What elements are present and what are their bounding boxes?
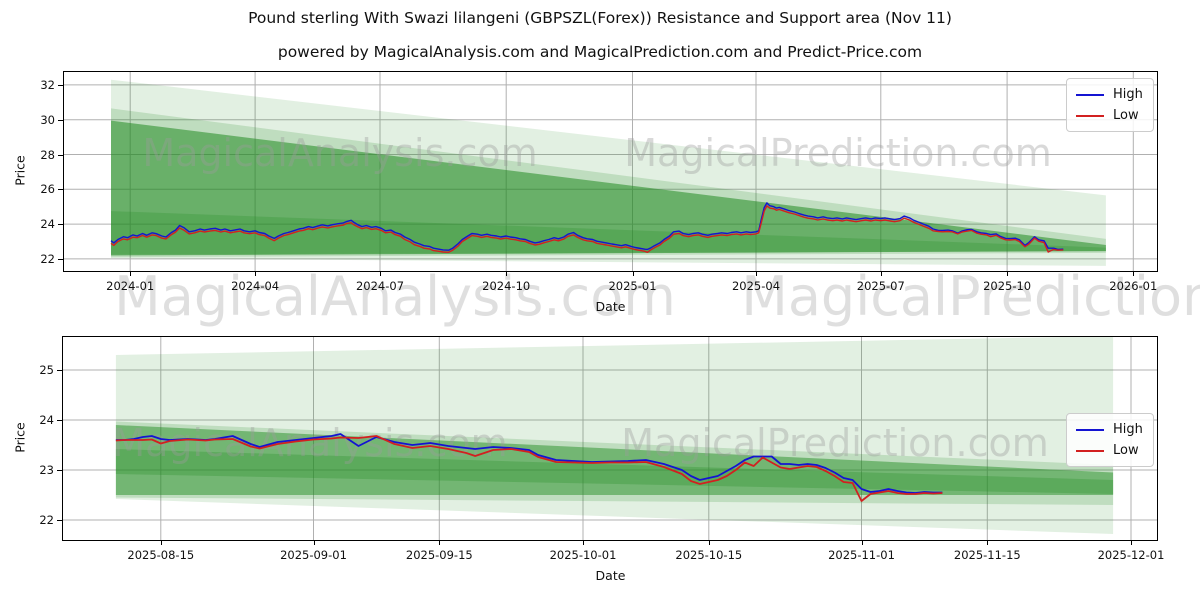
legend-item-high: High — [1076, 419, 1143, 440]
bottom-chart-plot: MagicalAnalysis.com MagicalPrediction.com — [62, 336, 1158, 541]
low-line-swatch — [1076, 114, 1104, 117]
legend-label-low: Low — [1113, 443, 1139, 458]
x-tick-mark — [708, 541, 710, 545]
low-series-line — [110, 205, 1064, 254]
watermark-middle-band: MagicalAnalysis.com MagicalPrediction.co… — [0, 263, 1200, 329]
high-line-swatch — [1076, 428, 1104, 431]
bottom-chart-legend: High Low — [1066, 413, 1154, 467]
high-series-line — [110, 202, 1064, 251]
high-series-line — [115, 433, 943, 494]
watermark-analysis-text: MagicalAnalysis.com — [114, 265, 676, 328]
x-tick-mark — [380, 272, 381, 276]
page-subtitle: powered by MagicalAnalysis.com and Magic… — [277, 43, 923, 61]
top-chart-xlabel: Date — [595, 299, 626, 314]
x-tick-label: 2025-08-15 — [127, 548, 195, 562]
x-tick-mark — [987, 541, 989, 545]
x-tick-label: 2025-10-15 — [675, 548, 743, 562]
x-tick-mark — [756, 272, 757, 276]
legend-label-low: Low — [1113, 108, 1139, 123]
x-tick-label: 2024-07 — [355, 279, 405, 293]
top-chart-legend: High Low — [1066, 78, 1154, 132]
watermark-prediction-text: MagicalPrediction.com — [741, 265, 1200, 328]
x-tick-mark — [1007, 272, 1009, 276]
y-tick-label: 22 — [39, 513, 54, 527]
x-tick-label: 2025-10 — [983, 279, 1032, 293]
band-outer-light-fan — [115, 336, 1114, 534]
x-tick-label: 2024-01 — [106, 279, 155, 293]
x-tick-mark — [1131, 541, 1132, 545]
y-tick-label: 25 — [39, 363, 54, 377]
x-tick-label: 2025-09-15 — [405, 548, 473, 562]
x-tick-label: 2025-07 — [856, 279, 905, 293]
x-tick-label: 2025-11-01 — [828, 548, 895, 562]
x-tick-label: 2026-01 — [1109, 279, 1158, 293]
x-tick-label: 2025-10-01 — [549, 548, 617, 562]
x-tick-label: 2025-01 — [608, 279, 657, 293]
x-tick-mark — [632, 272, 634, 276]
x-tick-label: 2025-12-01 — [1097, 548, 1165, 562]
band-core-channel — [115, 449, 1114, 494]
x-tick-label: 2025-04 — [731, 279, 781, 293]
legend-item-low: Low — [1076, 105, 1143, 126]
x-tick-mark — [130, 272, 132, 276]
x-tick-mark — [255, 272, 257, 276]
top-chart-plot: MagicalAnalysis.com MagicalPrediction.com — [63, 71, 1158, 272]
x-tick-label: 2025-11-15 — [953, 548, 1021, 562]
plot-border — [63, 71, 1158, 272]
legend-label-high: High — [1113, 422, 1143, 437]
x-tick-mark — [439, 541, 441, 545]
watermark-text: MagicalPrediction.com — [624, 131, 1052, 175]
legend-item-high: High — [1076, 84, 1143, 105]
y-tick-label: 22 — [40, 251, 55, 266]
top-chart-ylabel: Price — [12, 155, 28, 186]
x-tick-mark — [861, 541, 863, 545]
x-tick-label: 2024-10 — [482, 279, 531, 293]
y-tick-label: 32 — [40, 77, 55, 92]
x-tick-mark — [1133, 272, 1135, 276]
x-tick-mark — [506, 272, 508, 276]
bottom-chart-xlabel: Date — [595, 568, 626, 583]
x-tick-label: 2024-04 — [231, 279, 280, 293]
legend-label-high: High — [1113, 87, 1143, 102]
low-series-line — [115, 435, 943, 502]
watermark-text: MagicalPrediction.com — [621, 421, 1049, 465]
bottom-chart-ylabel: Price — [12, 422, 28, 453]
x-tick-mark — [583, 541, 584, 545]
x-tick-label: 2025-09-01 — [280, 548, 347, 562]
page-title: Pound sterling With Swazi lilangeni (GBP… — [248, 9, 952, 27]
x-tick-mark — [160, 541, 162, 545]
legend-item-low: Low — [1076, 440, 1143, 461]
band-lower-core-area — [111, 211, 1106, 255]
low-line-swatch — [1076, 449, 1104, 452]
x-tick-mark — [313, 541, 315, 545]
watermark-text: MagicalAnalysis.com — [142, 131, 537, 175]
high-line-swatch — [1076, 93, 1104, 96]
x-tick-mark — [880, 272, 882, 276]
plot-border — [62, 336, 1158, 541]
watermark-text: MagicalAnalysis.com — [112, 421, 507, 465]
